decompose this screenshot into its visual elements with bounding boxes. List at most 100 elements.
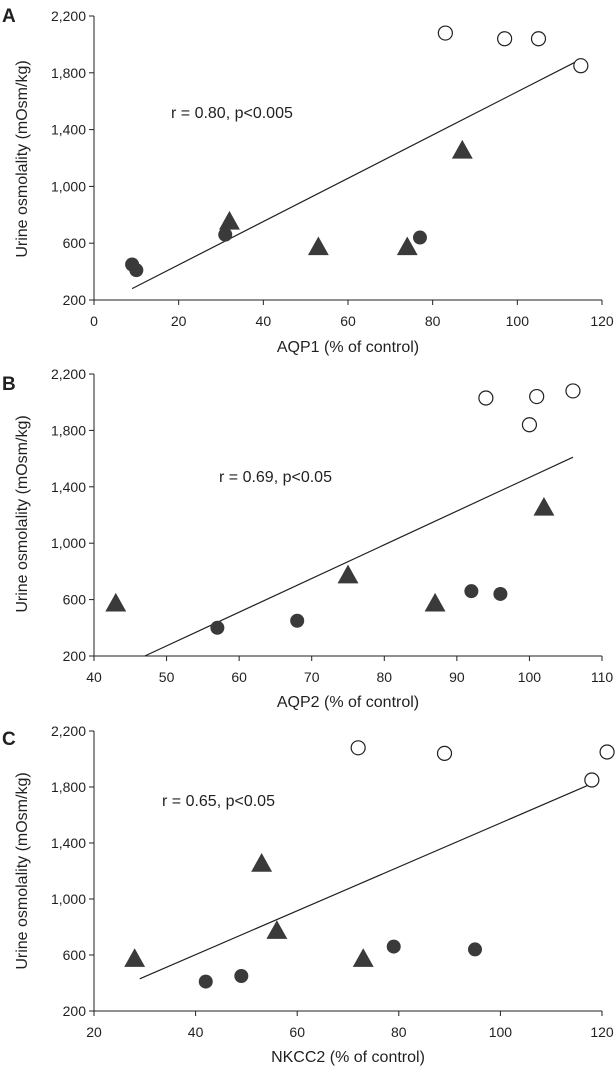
data-point-open-circle bbox=[529, 388, 545, 405]
regression-line bbox=[139, 780, 598, 980]
data-point-filled-circle bbox=[218, 227, 233, 242]
x-tick-label: 60 bbox=[231, 669, 247, 685]
x-tick-label: 50 bbox=[159, 669, 175, 685]
y-tick-label: 2,200 bbox=[51, 723, 86, 739]
data-point-triangle bbox=[337, 564, 359, 584]
data-point-filled-circle bbox=[234, 969, 249, 983]
data-point-filled-circle bbox=[198, 974, 213, 989]
y-axis-label: Urine osmolality (mOsm/kg) bbox=[14, 772, 31, 969]
y-axis-label: Urine osmolality (mOsm/kg) bbox=[14, 415, 31, 612]
x-tick-label: 40 bbox=[188, 1024, 204, 1040]
data-point-triangle bbox=[352, 948, 374, 967]
x-tick-label: 100 bbox=[489, 1024, 513, 1040]
data-point-open-circle bbox=[350, 740, 366, 756]
data-point-open-circle bbox=[436, 745, 453, 762]
panel-b: B Urine osmolality (mOsm/kg) 200 600 1,000… bbox=[2, 366, 613, 711]
data-point-open-circle bbox=[584, 772, 600, 788]
data-point-open-circle bbox=[478, 390, 494, 406]
y-axis-title: Urine osmolality (mOsm/kg) bbox=[14, 415, 31, 612]
x-ticks: 20 40 60 80 100 120 bbox=[86, 1011, 614, 1040]
y-tick-label: 1,000 bbox=[51, 891, 86, 907]
data-point-filled-circle bbox=[412, 230, 427, 245]
data-point-triangle bbox=[124, 948, 146, 967]
data-point-filled-circle bbox=[464, 584, 479, 599]
y-ticks: 200 600 1,000 1,400 1,800 2,200 bbox=[51, 366, 94, 664]
data-point-open-circle bbox=[565, 383, 581, 399]
data-point-open-circle bbox=[599, 744, 615, 760]
y-tick-label: 1,800 bbox=[51, 65, 86, 81]
y-axis-title: Urine osmolality (mOsm/kg) bbox=[14, 772, 31, 969]
y-tick-label: 600 bbox=[63, 947, 87, 963]
data-point-triangle bbox=[251, 853, 273, 872]
data-point-open-circle bbox=[530, 31, 547, 47]
data-points bbox=[124, 740, 615, 989]
data-point-open-circle bbox=[437, 25, 453, 41]
y-tick-label: 200 bbox=[63, 1003, 87, 1019]
y-axis-title: Urine osmolality (mOsm/kg) bbox=[14, 60, 31, 257]
data-point-open-circle bbox=[521, 417, 538, 433]
data-point-filled-circle bbox=[468, 942, 482, 957]
data-point-filled-circle bbox=[386, 939, 401, 954]
x-axis-label: AQP2 (% of control) bbox=[277, 694, 419, 711]
data-point-filled-circle bbox=[493, 586, 508, 601]
data-point-filled-circle bbox=[210, 620, 225, 635]
y-tick-label: 600 bbox=[63, 592, 87, 608]
y-tick-label: 2,200 bbox=[51, 8, 86, 24]
data-point-triangle bbox=[307, 236, 329, 256]
x-tick-label: 40 bbox=[256, 313, 272, 329]
x-ticks: 40 50 60 70 80 90 100 110 bbox=[86, 656, 613, 685]
data-points bbox=[125, 25, 589, 278]
data-point-filled-circle bbox=[129, 263, 144, 278]
panel-letter: C bbox=[2, 729, 16, 750]
y-tick-label: 200 bbox=[63, 292, 87, 308]
data-point-triangle bbox=[396, 236, 418, 256]
x-axis-label: NKCC2 (% of control) bbox=[271, 1049, 425, 1066]
data-point-triangle bbox=[424, 592, 446, 612]
x-tick-label: 60 bbox=[289, 1024, 305, 1040]
panel-c: C Urine osmolality (mOsm/kg) 200 600 1,000… bbox=[2, 723, 615, 1066]
y-tick-label: 1,000 bbox=[51, 178, 86, 194]
data-point-triangle bbox=[219, 210, 240, 230]
x-tick-label: 90 bbox=[449, 669, 465, 685]
data-point-filled-circle bbox=[290, 613, 305, 628]
panel-letter: B bbox=[2, 374, 16, 395]
panel-letter: A bbox=[2, 6, 16, 27]
x-tick-label: 110 bbox=[591, 669, 614, 685]
data-point-triangle bbox=[451, 139, 473, 159]
regression-line bbox=[144, 456, 574, 657]
x-tick-label: 80 bbox=[376, 669, 392, 685]
y-ticks: 200 600 1,000 1,400 1,800 2,200 bbox=[51, 8, 94, 308]
y-tick-label: 1,800 bbox=[51, 779, 86, 795]
y-tick-label: 1,800 bbox=[51, 422, 86, 438]
x-tick-label: 120 bbox=[590, 1024, 614, 1040]
x-tick-label: 80 bbox=[425, 313, 441, 329]
x-tick-label: 120 bbox=[590, 313, 614, 329]
data-point-open-circle bbox=[573, 58, 589, 74]
correlation-annotation: r = 0.80, p<0.005 bbox=[171, 105, 293, 122]
x-tick-label: 20 bbox=[171, 313, 187, 329]
x-axis-label: AQP1 (% of control) bbox=[277, 339, 419, 356]
x-tick-label: 70 bbox=[304, 669, 320, 685]
data-point-triangle bbox=[533, 496, 555, 516]
x-tick-label: 100 bbox=[506, 313, 530, 329]
panel-a: A Urine osmolality (mOsm/kg) 2006001,000… bbox=[2, 6, 614, 356]
y-tick-label: 1,400 bbox=[51, 122, 86, 138]
y-tick-label: 1,000 bbox=[51, 535, 86, 551]
x-tick-label: 100 bbox=[518, 669, 542, 685]
data-point-triangle bbox=[266, 920, 288, 939]
x-tick-label: 20 bbox=[86, 1024, 102, 1040]
x-tick-label: 0 bbox=[90, 313, 98, 329]
x-tick-label: 40 bbox=[86, 669, 102, 685]
y-axis-label: Urine osmolality (mOsm/kg) bbox=[14, 60, 31, 257]
y-tick-label: 600 bbox=[63, 235, 87, 251]
correlation-annotation: r = 0.65, p<0.05 bbox=[162, 793, 275, 810]
regression-line bbox=[131, 60, 577, 290]
y-ticks: 200 600 1,000 1,400 1,800 2,200 bbox=[51, 723, 94, 1019]
x-tick-label: 60 bbox=[340, 313, 356, 329]
data-points bbox=[105, 383, 581, 635]
y-tick-label: 200 bbox=[63, 648, 87, 664]
correlation-annotation: r = 0.69, p<0.05 bbox=[219, 469, 332, 486]
y-tick-label: 1,400 bbox=[51, 835, 86, 851]
y-tick-label: 1,400 bbox=[51, 479, 86, 495]
